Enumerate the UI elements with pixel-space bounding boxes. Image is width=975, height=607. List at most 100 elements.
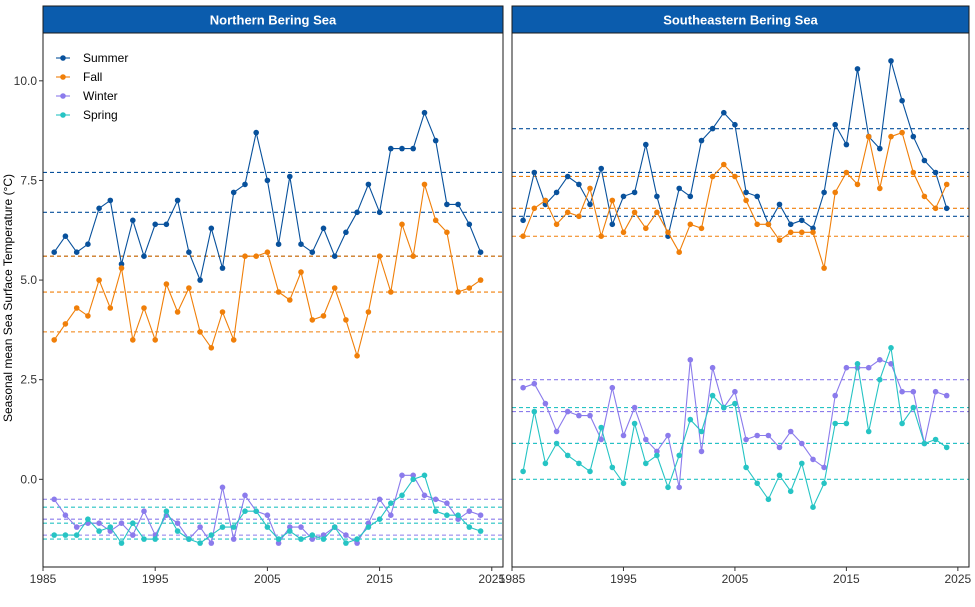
data-point-summer — [230, 189, 237, 196]
legend-entry-spring: Spring — [56, 108, 118, 122]
data-point-fall — [721, 161, 727, 168]
data-point-winter — [765, 432, 772, 439]
data-point-winter — [865, 364, 872, 371]
data-point-fall — [163, 281, 170, 287]
data-point-spring — [118, 540, 125, 546]
data-point-winter — [787, 428, 794, 435]
data-point-spring — [943, 444, 950, 451]
data-point-summer — [709, 125, 716, 132]
data-point-spring — [410, 476, 417, 483]
data-point-summer — [531, 169, 538, 176]
data-point-winter — [197, 524, 203, 530]
data-point-fall — [174, 309, 181, 315]
data-point-summer — [163, 221, 170, 228]
series-spring — [520, 345, 950, 511]
data-point-fall — [421, 181, 428, 188]
data-point-spring — [709, 392, 716, 399]
data-point-fall — [376, 253, 383, 259]
data-point-spring — [444, 512, 450, 518]
data-point-winter — [932, 388, 939, 395]
data-point-fall — [85, 313, 91, 319]
data-point-spring — [687, 416, 694, 423]
data-point-winter — [354, 540, 360, 546]
x-tick-label: 1985 — [499, 572, 526, 586]
series-line-summer — [522, 60, 948, 237]
data-point-summer — [721, 109, 727, 116]
x-tick-label: 2025 — [478, 572, 505, 586]
data-point-summer — [888, 58, 894, 64]
data-point-spring — [531, 408, 538, 415]
data-point-spring — [354, 536, 360, 542]
data-point-summer — [576, 181, 582, 188]
data-point-winter — [888, 361, 894, 367]
data-point-spring — [107, 524, 114, 530]
data-point-summer — [208, 225, 215, 232]
x-tick-label: 1985 — [30, 572, 57, 586]
data-point-summer — [821, 189, 827, 196]
data-point-winter — [365, 520, 372, 526]
x-tick-label: 1995 — [142, 572, 169, 586]
data-point-fall — [253, 253, 259, 259]
legend-entry-summer: Summer — [56, 51, 128, 65]
data-point-fall — [141, 305, 147, 311]
x-tick-label: 2025 — [945, 572, 972, 586]
data-point-spring — [865, 428, 872, 435]
data-point-spring — [854, 361, 861, 367]
data-point-summer — [631, 189, 638, 196]
data-point-fall — [631, 209, 638, 216]
data-point-fall — [877, 185, 883, 192]
data-point-spring — [141, 536, 147, 542]
data-point-summer — [62, 233, 69, 239]
data-point-spring — [899, 420, 905, 427]
data-point-fall — [821, 265, 827, 271]
data-point-winter — [810, 456, 816, 463]
data-point-fall — [275, 289, 282, 295]
data-point-fall — [643, 225, 649, 232]
y-tick-label: 7.5 — [20, 173, 37, 187]
data-point-summer — [130, 217, 136, 224]
data-point-fall — [242, 253, 248, 259]
data-point-winter — [743, 436, 749, 443]
data-point-fall — [444, 229, 450, 236]
data-point-summer — [432, 137, 439, 144]
x-tick-label: 2005 — [722, 572, 749, 586]
data-point-summer — [186, 249, 192, 255]
data-point-fall — [466, 285, 473, 291]
data-point-winter — [654, 448, 660, 455]
data-point-spring — [73, 532, 80, 538]
data-point-spring — [264, 524, 271, 530]
data-point-spring — [51, 532, 57, 538]
data-point-fall — [331, 285, 338, 291]
data-point-winter — [477, 512, 484, 518]
data-point-winter — [96, 520, 102, 526]
data-point-spring — [96, 528, 102, 534]
data-point-winter — [230, 536, 237, 542]
data-point-winter — [320, 532, 327, 538]
data-point-spring — [320, 536, 327, 542]
data-point-summer — [921, 157, 928, 164]
data-point-fall — [230, 337, 237, 343]
panel-border — [42, 32, 504, 568]
data-point-fall — [343, 317, 349, 323]
data-point-fall — [587, 185, 593, 192]
data-point-summer — [466, 221, 473, 228]
data-point-fall — [709, 173, 716, 180]
data-point-fall — [264, 249, 271, 255]
data-point-summer — [73, 249, 80, 255]
data-point-winter — [309, 536, 316, 542]
data-point-summer — [732, 121, 738, 128]
data-point-fall — [287, 297, 293, 303]
series-summer — [520, 58, 950, 239]
legend-label: Winter — [83, 89, 118, 103]
data-point-fall — [765, 221, 772, 228]
data-point-winter — [130, 532, 136, 538]
data-point-summer — [107, 197, 114, 204]
data-point-spring — [564, 452, 571, 459]
plot-area — [43, 109, 503, 546]
data-point-spring — [197, 540, 203, 546]
data-point-summer — [854, 66, 861, 72]
data-point-winter — [576, 412, 582, 419]
data-point-summer — [687, 193, 694, 200]
data-point-fall — [932, 205, 939, 212]
data-point-summer — [219, 265, 226, 271]
